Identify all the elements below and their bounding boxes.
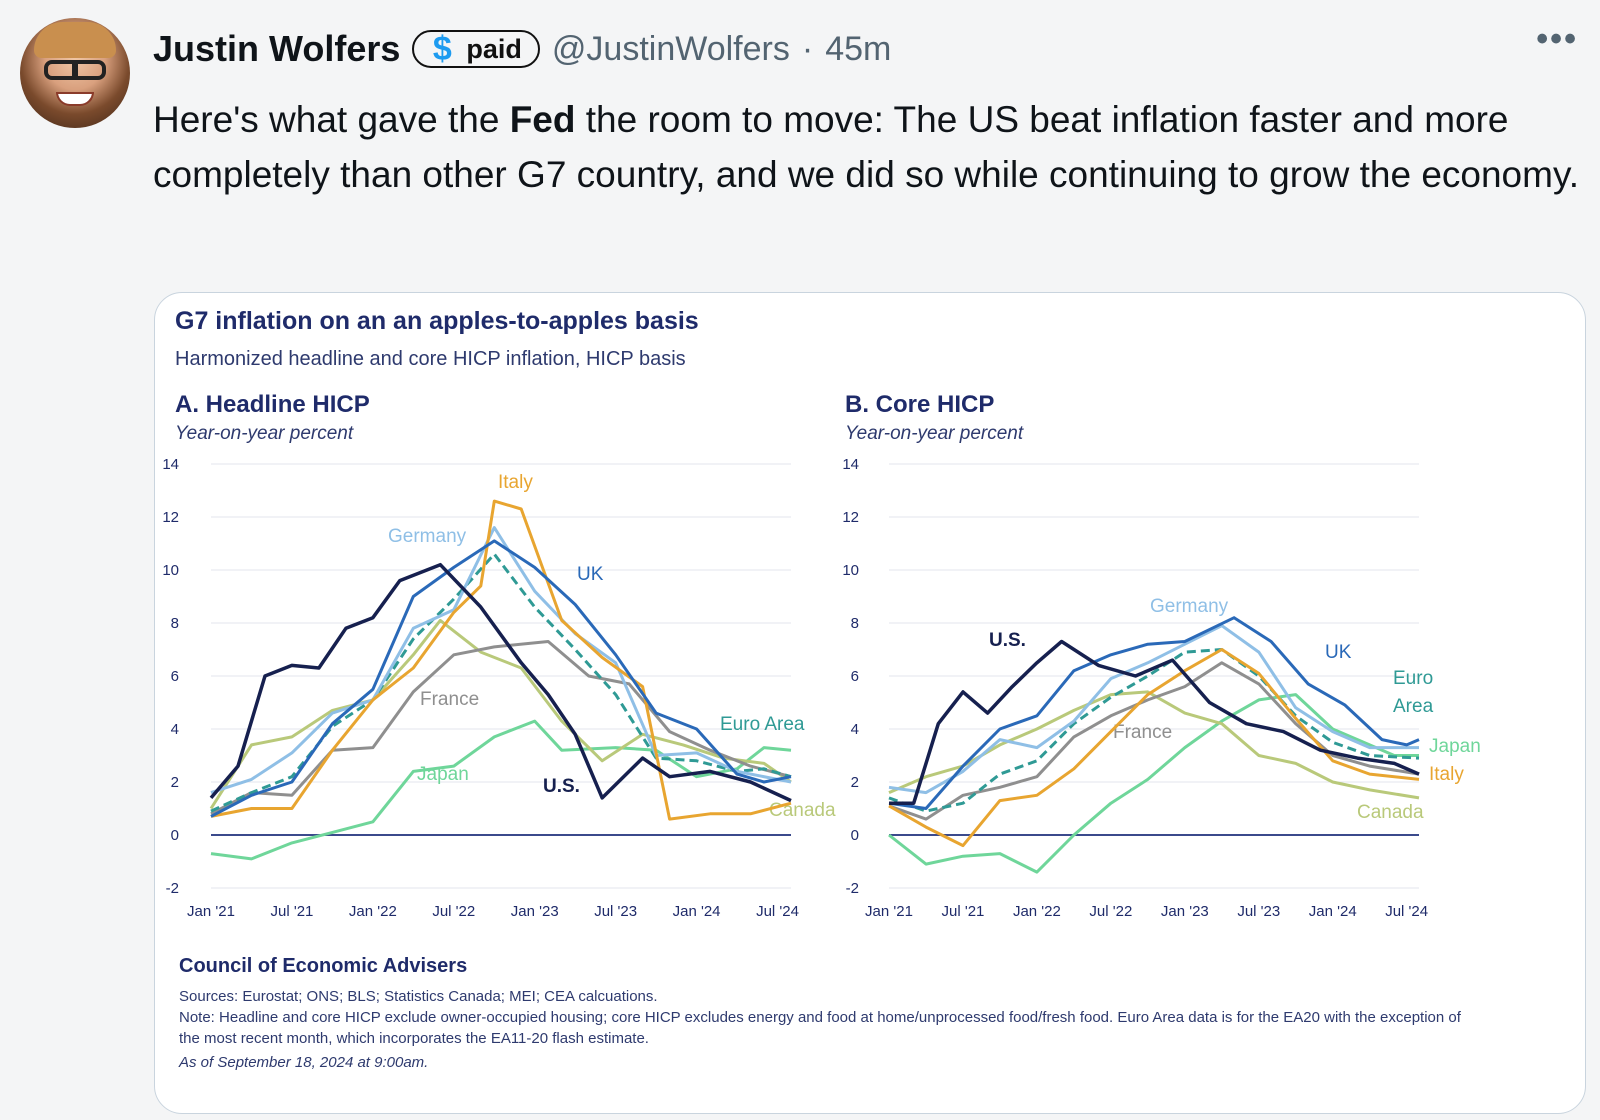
panel-b-title: B. Core HICP <box>845 391 995 418</box>
tweet-text-post: the room to move: The US beat inflation … <box>153 99 1579 195</box>
tweet-text: Here's what gave the Fed the room to mov… <box>153 92 1593 202</box>
separator: · <box>801 29 814 68</box>
panel-a-unit: Year-on-year percent <box>175 423 354 444</box>
x-tick-label: Jan '22 <box>349 903 397 920</box>
tweet-text-bold: Fed <box>509 99 576 140</box>
panel-a-title: A. Headline HICP <box>175 391 370 418</box>
x-tick-label: Jul '24 <box>1385 903 1428 920</box>
series-label: France <box>420 689 479 710</box>
paid-label: paid <box>466 33 522 64</box>
author-handle[interactable]: @JustinWolfers <box>551 29 790 68</box>
tweet-header: Justin Wolfers $ paid @JustinWolfers · 4… <box>153 28 891 70</box>
x-tick-label: Jul '21 <box>270 903 313 920</box>
series-line-uk <box>888 616 1420 810</box>
paid-badge[interactable]: $ paid <box>412 30 540 68</box>
x-tick-label: Jul '21 <box>942 903 985 920</box>
y-tick-label: 8 <box>851 615 859 632</box>
series-label: U.S. <box>989 630 1026 651</box>
y-tick-label: 2 <box>851 774 859 791</box>
x-tick-label: Jan '22 <box>1013 903 1061 920</box>
chart-image-card[interactable]: G7 inflation on an an apples-to-apples b… <box>154 292 1586 1114</box>
series-line-canada <box>209 618 792 810</box>
y-tick-label: 4 <box>851 721 859 738</box>
series-label: Euro Area <box>1393 668 1434 717</box>
card-subtitle: Harmonized headline and core HICP inflat… <box>175 348 686 370</box>
x-tick-label: Jul '23 <box>594 903 637 920</box>
x-tick-label: Jul '22 <box>1089 903 1132 920</box>
series-label: Italy <box>1429 764 1464 785</box>
y-tick-label: -2 <box>846 880 859 897</box>
y-tick-label: 0 <box>851 827 859 844</box>
series-label: Canada <box>769 800 836 821</box>
series-label-line: Euro <box>1393 668 1433 689</box>
series-line-euro-area <box>888 648 1420 813</box>
avatar-hair <box>34 22 116 58</box>
series-line-italy <box>888 648 1420 848</box>
series-label: UK <box>577 564 604 585</box>
series-line-germany <box>210 526 792 795</box>
y-tick-label: 14 <box>162 458 179 473</box>
series-line-france <box>210 640 792 816</box>
series-label: Germany <box>1150 596 1229 617</box>
headline-hicp-chart: 14 12 10 8 6 4 2 0 -2 Jan '21 Jul '21 Jan '22 Jul '2… <box>162 458 836 920</box>
more-options-icon[interactable]: ••• <box>1536 20 1578 58</box>
avatar-glasses <box>44 60 106 80</box>
y-tick-label: 0 <box>171 827 179 844</box>
series-label: France <box>1113 722 1172 743</box>
series-label-line: Area <box>1393 696 1434 717</box>
series-line-us <box>889 639 1420 805</box>
series-label: Euro Area <box>720 714 805 735</box>
author-name[interactable]: Justin Wolfers <box>153 28 401 69</box>
sources-text: Sources: Eurostat; ONS; BLS; Statistics … <box>179 988 658 1005</box>
dollar-icon: $ <box>432 30 452 68</box>
x-tick-label: Jan '24 <box>1309 903 1357 920</box>
y-tick-label: 10 <box>842 562 859 579</box>
x-tick-label: Jul '24 <box>756 903 799 920</box>
series-line-japan <box>888 693 1419 874</box>
panel-b-unit: Year-on-year percent <box>845 423 1024 444</box>
series-line-italy <box>210 499 792 821</box>
y-tick-label: 4 <box>171 721 179 738</box>
tweet-text-pre: Here's what gave the <box>153 99 510 140</box>
x-tick-label: Jul '22 <box>432 903 475 920</box>
x-tick-label: Jan '23 <box>511 903 559 920</box>
avatar[interactable] <box>20 18 130 128</box>
series-line-germany <box>888 624 1419 795</box>
y-tick-label: -2 <box>166 880 179 897</box>
y-tick-label: 6 <box>851 668 859 685</box>
series-label: UK <box>1325 642 1352 663</box>
note-text: Note: Headline and core HICP exclude own… <box>179 1009 1461 1047</box>
x-tick-label: Jan '21 <box>187 903 235 920</box>
avatar-smile <box>56 92 94 106</box>
x-tick-label: Jan '24 <box>673 903 721 920</box>
series-label: Canada <box>1357 802 1424 823</box>
series-label: Italy <box>498 472 533 493</box>
card-title: G7 inflation on an an apples-to-apples b… <box>175 307 699 335</box>
x-tick-label: Jul '23 <box>1237 903 1280 920</box>
series-label: Germany <box>388 526 467 547</box>
x-tick-label: Jan '23 <box>1161 903 1209 920</box>
y-tick-label: 12 <box>162 509 179 526</box>
y-tick-label: 2 <box>171 774 179 791</box>
as-of-text: As of September 18, 2024 at 9:00am. <box>179 1054 429 1071</box>
y-tick-label: 12 <box>842 509 859 526</box>
series-label: Japan <box>417 764 469 785</box>
series-line-us <box>209 562 792 803</box>
x-tick-label: Jan '21 <box>865 903 913 920</box>
series-label: Japan <box>1429 736 1481 757</box>
timestamp[interactable]: 45m <box>825 29 892 68</box>
y-tick-label: 8 <box>171 615 179 632</box>
source-heading: Council of Economic Advisers <box>179 955 468 977</box>
series-label: U.S. <box>543 776 580 797</box>
core-hicp-chart: 14 12 10 8 6 4 2 0 -2 Jan '21 Jul '21 Jan '22 Jul '2… <box>842 458 1481 920</box>
y-tick-label: 10 <box>162 562 179 579</box>
y-tick-label: 6 <box>171 668 179 685</box>
y-tick-label: 14 <box>842 458 859 473</box>
series-line-uk <box>210 539 792 818</box>
